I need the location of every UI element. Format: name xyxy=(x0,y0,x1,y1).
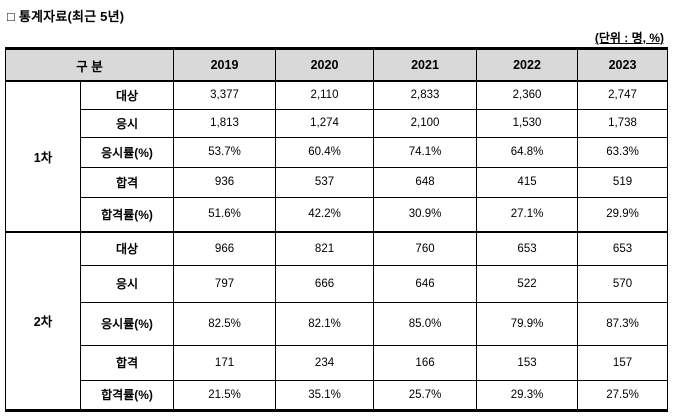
cell-value: 82.1% xyxy=(275,301,375,346)
cell-value: 821 xyxy=(275,231,375,266)
cell-value: 1,274 xyxy=(275,108,375,138)
table-header-year-2020: 2020 xyxy=(275,48,375,82)
cell-value: 966 xyxy=(173,231,277,266)
cell-value: 653 xyxy=(577,231,669,266)
cell-value: 666 xyxy=(275,264,375,303)
row-label: 응시 xyxy=(79,108,175,138)
cell-value: 537 xyxy=(275,166,375,198)
cell-value: 2,110 xyxy=(275,80,375,110)
cell-value: 25.7% xyxy=(373,379,478,411)
table-header-year-2021: 2021 xyxy=(373,48,478,82)
statistics-table: 구 분 2019 2020 2021 2022 2023 1차 대상 3,377… xyxy=(4,47,669,412)
table-row: 2차 대상 966 821 760 653 653 xyxy=(5,231,669,411)
cell-value: 936 xyxy=(173,166,277,198)
row-group-label-round2: 2차 xyxy=(5,231,81,411)
table-row: 응시 797 666 646 522 570 xyxy=(6,264,669,303)
row-label: 합격률(%) xyxy=(79,379,175,411)
cell-value: 51.6% xyxy=(173,196,277,233)
cell-value: 63.3% xyxy=(577,136,669,168)
cell-value: 82.5% xyxy=(173,301,277,346)
row-label: 대상 xyxy=(79,80,175,110)
cell-value: 42.2% xyxy=(275,196,375,233)
cell-value: 2,833 xyxy=(373,80,478,110)
cell-value: 1,813 xyxy=(173,108,277,138)
cell-value: 166 xyxy=(373,344,478,381)
cell-value: 415 xyxy=(476,166,579,198)
cell-value: 29.3% xyxy=(476,379,579,411)
cell-value: 27.5% xyxy=(577,379,669,411)
cell-value: 2,360 xyxy=(476,80,579,110)
cell-value: 653 xyxy=(476,231,579,266)
cell-value: 570 xyxy=(577,264,669,303)
cell-value: 646 xyxy=(373,264,478,303)
cell-value: 74.1% xyxy=(373,136,478,168)
page-title: □ 통계자료(최근 5년) xyxy=(7,9,125,24)
cell-value: 760 xyxy=(373,231,478,266)
cell-value: 1,738 xyxy=(577,108,669,138)
cell-value: 85.0% xyxy=(373,301,478,346)
cell-value: 87.3% xyxy=(577,301,669,346)
cell-value: 153 xyxy=(476,344,579,381)
row-label: 응시 xyxy=(79,264,175,303)
cell-value: 60.4% xyxy=(275,136,375,168)
unit-note: (단위 : 명, %) xyxy=(594,31,664,45)
cell-value: 29.9% xyxy=(577,196,669,233)
row-label: 합격 xyxy=(79,344,175,381)
table-row: 1차 대상 3,377 2,110 2,833 2,360 2,747 xyxy=(5,80,669,233)
cell-value: 3,377 xyxy=(173,80,277,110)
cell-value: 171 xyxy=(173,344,277,381)
row-label: 합격률(%) xyxy=(79,196,175,233)
cell-value: 797 xyxy=(173,264,277,303)
cell-value: 519 xyxy=(577,166,669,198)
table-row: 합격률(%) 21.5% 35.1% 25.7% 29.3% 27.5% xyxy=(6,379,669,411)
table-row: 합격률(%) 51.6% 42.2% 30.9% 27.1% 29.9% xyxy=(6,196,669,233)
cell-value: 64.8% xyxy=(476,136,579,168)
cell-value: 2,100 xyxy=(373,108,478,138)
row-label: 응시률(%) xyxy=(79,301,175,346)
table-row: 합격 171 234 166 153 157 xyxy=(6,344,669,381)
cell-value: 53.7% xyxy=(173,136,277,168)
row-label: 응시률(%) xyxy=(79,136,175,168)
table-header-year-2019: 2019 xyxy=(173,48,277,82)
row-group-label-round1: 1차 xyxy=(5,80,81,233)
cell-value: 234 xyxy=(275,344,375,381)
table-row: 응시 1,813 1,274 2,100 1,530 1,738 xyxy=(6,108,669,138)
row-label: 합격 xyxy=(79,166,175,198)
table-header-category: 구 분 xyxy=(4,48,175,82)
cell-value: 27.1% xyxy=(476,196,579,233)
cell-value: 30.9% xyxy=(373,196,478,233)
table-header-year-2023: 2023 xyxy=(577,48,669,82)
cell-value: 648 xyxy=(373,166,478,198)
table-row: 응시률(%) 53.7% 60.4% 74.1% 64.8% 63.3% xyxy=(6,136,669,168)
row-label: 대상 xyxy=(79,231,175,266)
cell-value: 522 xyxy=(476,264,579,303)
cell-value: 79.9% xyxy=(476,301,579,346)
cell-value: 35.1% xyxy=(275,379,375,411)
table-row: 합격 936 537 648 415 519 xyxy=(6,166,669,198)
table-row: 응시률(%) 82.5% 82.1% 85.0% 79.9% 87.3% xyxy=(6,301,669,346)
cell-value: 21.5% xyxy=(173,379,277,411)
table-header-year-2022: 2022 xyxy=(476,48,579,82)
cell-value: 1,530 xyxy=(476,108,579,138)
cell-value: 2,747 xyxy=(577,80,669,110)
cell-value: 157 xyxy=(577,344,669,381)
table-header-row: 구 분 2019 2020 2021 2022 2023 xyxy=(4,48,669,82)
